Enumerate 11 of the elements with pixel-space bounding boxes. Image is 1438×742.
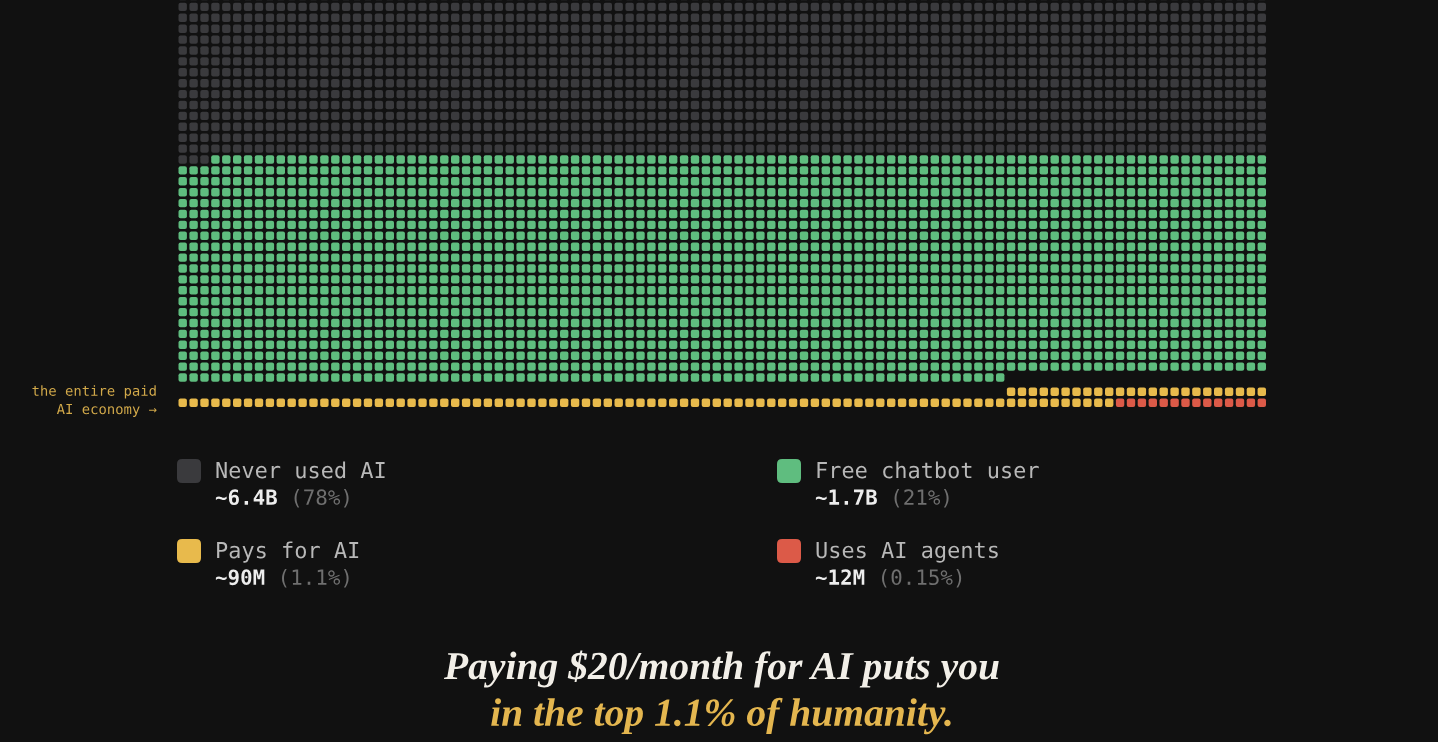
text: in the top 1.1% of humanity. <box>491 697 951 735</box>
data-label: ~1.7B (21%) <box>815 489 949 508</box>
category-label: Never used AI <box>216 461 385 479</box>
category-label: Uses AI agents <box>816 541 998 563</box>
category-label: Pays for AI <box>217 541 359 563</box>
data-label: ~6.4B (78%) <box>215 489 349 508</box>
text: the entire paid AI economy → <box>32 385 157 417</box>
text: Paying $20/month for AI puts you <box>443 650 999 688</box>
data-label: ~12M (0.15%) <box>815 569 962 588</box>
data-label: ~90M (1.1%) <box>215 569 349 588</box>
category-label: Free chatbot user <box>817 461 1039 479</box>
